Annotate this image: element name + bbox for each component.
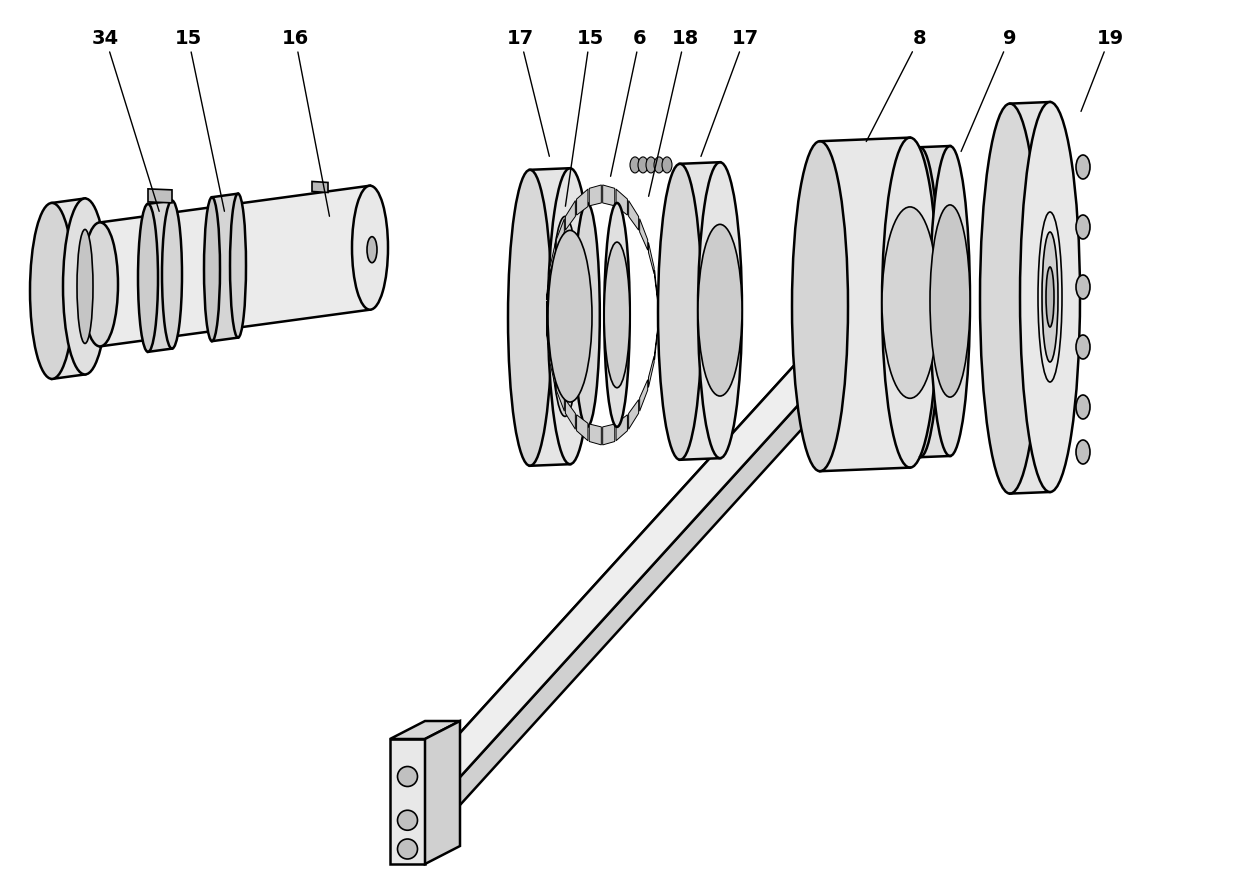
Text: 34: 34 — [92, 28, 159, 212]
Text: 15: 15 — [565, 28, 604, 207]
Polygon shape — [148, 201, 172, 352]
Polygon shape — [100, 186, 370, 347]
Ellipse shape — [698, 225, 742, 397]
Ellipse shape — [229, 194, 246, 338]
Polygon shape — [649, 356, 655, 388]
Ellipse shape — [1076, 216, 1090, 240]
Polygon shape — [603, 424, 615, 445]
Ellipse shape — [653, 158, 663, 174]
Ellipse shape — [662, 158, 672, 174]
Polygon shape — [557, 220, 564, 251]
Ellipse shape — [639, 158, 649, 174]
Ellipse shape — [1047, 268, 1054, 327]
Polygon shape — [589, 424, 601, 445]
Text: 6: 6 — [610, 28, 647, 177]
Ellipse shape — [882, 139, 937, 468]
Polygon shape — [640, 380, 647, 412]
Ellipse shape — [1076, 155, 1090, 180]
Polygon shape — [616, 415, 627, 442]
Ellipse shape — [205, 198, 219, 342]
Text: 19: 19 — [1081, 28, 1123, 112]
Polygon shape — [549, 243, 556, 275]
Ellipse shape — [548, 169, 591, 464]
Ellipse shape — [980, 104, 1040, 494]
Polygon shape — [629, 400, 639, 430]
Ellipse shape — [398, 839, 418, 859]
Polygon shape — [529, 169, 570, 466]
Ellipse shape — [138, 205, 157, 352]
Ellipse shape — [630, 158, 640, 174]
Ellipse shape — [398, 766, 418, 787]
Polygon shape — [557, 380, 564, 412]
Ellipse shape — [1076, 276, 1090, 299]
Text: 17: 17 — [701, 28, 759, 157]
Polygon shape — [420, 382, 820, 849]
Polygon shape — [212, 194, 238, 342]
Polygon shape — [549, 356, 556, 388]
Text: 16: 16 — [281, 28, 330, 217]
Polygon shape — [629, 201, 639, 231]
Ellipse shape — [574, 204, 600, 428]
Ellipse shape — [398, 810, 418, 831]
Ellipse shape — [508, 170, 552, 466]
Ellipse shape — [658, 164, 702, 460]
Ellipse shape — [792, 142, 848, 471]
Polygon shape — [640, 220, 647, 251]
Polygon shape — [589, 186, 601, 206]
Polygon shape — [577, 190, 588, 216]
Polygon shape — [920, 147, 950, 457]
Polygon shape — [52, 199, 86, 379]
Ellipse shape — [30, 204, 74, 379]
Text: 18: 18 — [649, 28, 698, 197]
Ellipse shape — [63, 199, 107, 375]
Ellipse shape — [1021, 103, 1080, 493]
Polygon shape — [391, 739, 425, 864]
Ellipse shape — [77, 230, 93, 344]
Ellipse shape — [548, 231, 591, 403]
Polygon shape — [565, 400, 575, 430]
Polygon shape — [680, 163, 720, 460]
Polygon shape — [655, 330, 657, 360]
Ellipse shape — [882, 208, 937, 399]
Polygon shape — [547, 330, 549, 360]
Polygon shape — [391, 721, 460, 739]
Polygon shape — [820, 139, 910, 471]
Ellipse shape — [352, 186, 388, 310]
Ellipse shape — [1042, 233, 1058, 363]
Text: 15: 15 — [175, 28, 224, 212]
Ellipse shape — [930, 147, 970, 457]
Ellipse shape — [162, 201, 182, 349]
Text: 17: 17 — [506, 28, 549, 157]
Ellipse shape — [1076, 396, 1090, 420]
Ellipse shape — [604, 243, 630, 388]
Ellipse shape — [82, 223, 118, 347]
Polygon shape — [420, 338, 820, 805]
Polygon shape — [1011, 103, 1050, 494]
Ellipse shape — [1076, 441, 1090, 464]
Ellipse shape — [930, 205, 970, 398]
Polygon shape — [547, 271, 549, 301]
Ellipse shape — [604, 204, 630, 428]
Polygon shape — [565, 201, 575, 231]
Text: 8: 8 — [867, 28, 926, 142]
Polygon shape — [420, 338, 820, 821]
Ellipse shape — [367, 237, 377, 263]
Polygon shape — [616, 190, 627, 216]
Ellipse shape — [646, 158, 656, 174]
Polygon shape — [425, 721, 460, 864]
Polygon shape — [312, 183, 329, 193]
Text: 9: 9 — [961, 28, 1017, 152]
Polygon shape — [603, 186, 615, 206]
Ellipse shape — [1076, 335, 1090, 360]
Ellipse shape — [698, 163, 742, 458]
Polygon shape — [148, 190, 172, 204]
Polygon shape — [577, 415, 588, 442]
Polygon shape — [655, 271, 657, 301]
Ellipse shape — [551, 217, 579, 417]
Polygon shape — [649, 243, 655, 275]
Ellipse shape — [900, 148, 940, 457]
